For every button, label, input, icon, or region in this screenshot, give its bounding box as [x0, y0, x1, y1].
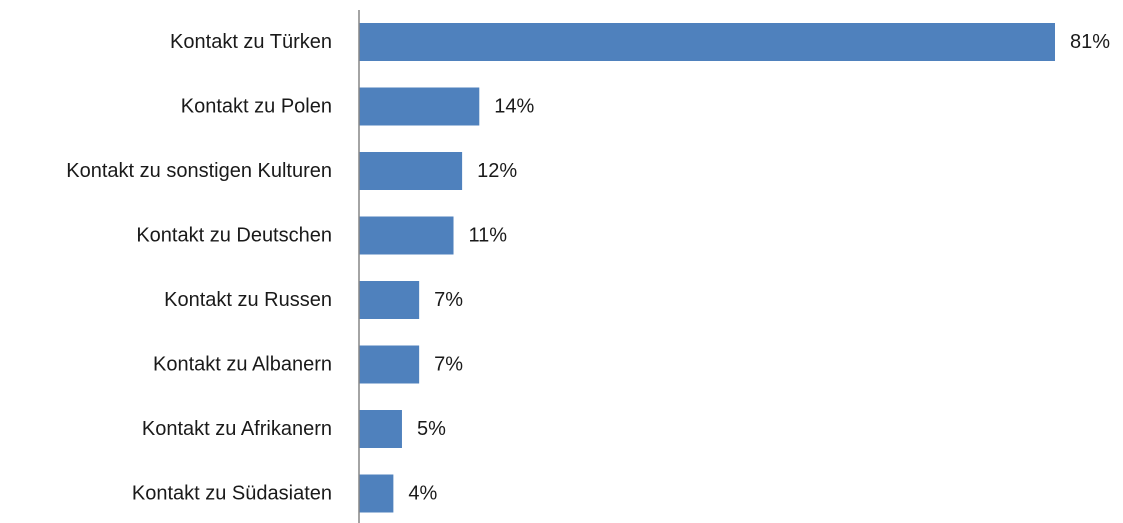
category-label: Kontakt zu sonstigen Kulturen: [66, 160, 332, 182]
value-label: 81%: [1070, 31, 1110, 53]
value-label: 11%: [469, 225, 508, 247]
value-label: 7%: [434, 289, 463, 311]
bar: [359, 87, 480, 126]
bar: [359, 474, 394, 513]
value-label: 5%: [417, 418, 446, 440]
value-label: 14%: [494, 96, 534, 118]
value-labels: 81% 14% 12% 11% 7% 7% 5% 4%: [408, 31, 1110, 505]
bar: [359, 345, 420, 384]
category-labels: Kontakt zu Türken Kontakt zu Polen Kontakt…: [66, 31, 332, 505]
category-label: Kontakt zu Polen: [181, 96, 332, 118]
bar: [359, 410, 402, 448]
value-label: 12%: [477, 160, 517, 182]
value-label: 4%: [408, 483, 437, 505]
category-label: Kontakt zu Russen: [164, 289, 332, 311]
bar: [359, 152, 463, 190]
bar: [359, 281, 420, 319]
category-label: Kontakt zu Deutschen: [136, 225, 332, 247]
bars-layer: [359, 23, 1055, 513]
category-label: Kontakt zu Türken: [170, 31, 332, 53]
category-label: Kontakt zu Südasiaten: [132, 483, 332, 505]
value-label: 7%: [434, 354, 463, 376]
category-label: Kontakt zu Afrikanern: [142, 418, 332, 440]
bar: [359, 216, 454, 255]
category-label: Kontakt zu Albanern: [153, 354, 332, 376]
bar: [359, 23, 1055, 61]
